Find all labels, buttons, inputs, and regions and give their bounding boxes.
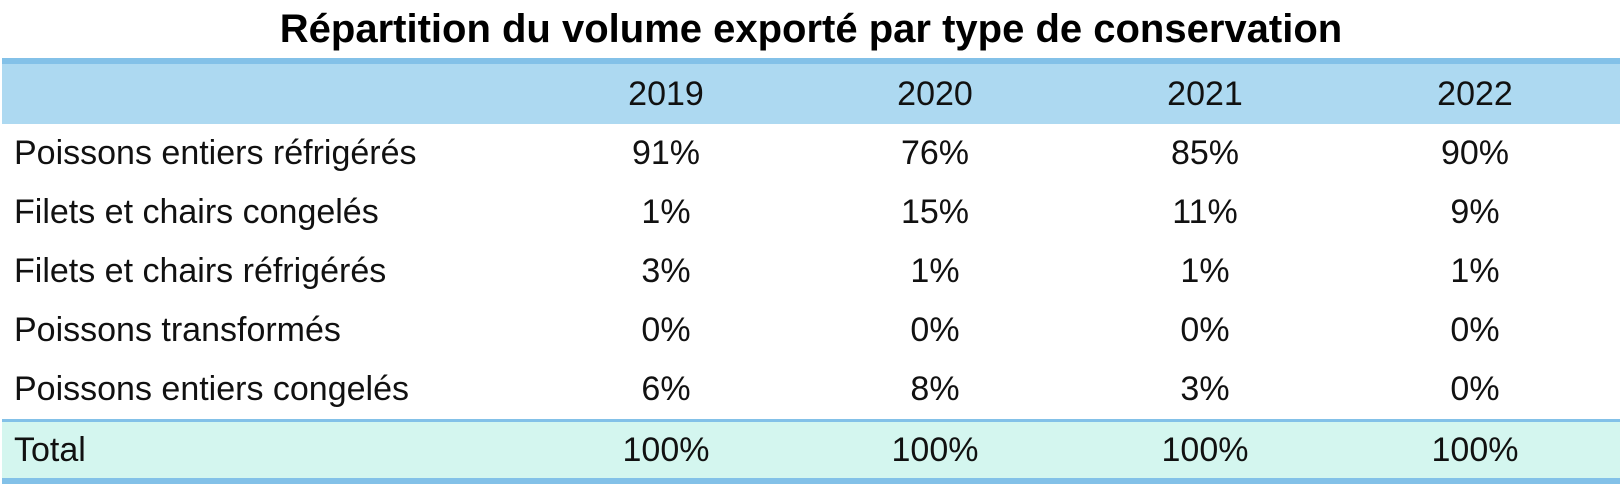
table-cell: 0% (641, 311, 691, 349)
row-label: Poissons entiers congelés (14, 370, 410, 408)
total-cell: 100% (1161, 430, 1249, 469)
total-cell: 100% (622, 430, 710, 469)
table-row: Filets et chairs réfrigérés 3% 1% 1% 1% (2, 242, 1620, 301)
column-header: 2021 (1167, 74, 1243, 113)
table-title: Répartition du volume exporté par type d… (279, 7, 1343, 51)
table-cell: 8% (910, 370, 960, 408)
table-cell: 85% (1170, 134, 1240, 172)
data-table: 2019 2020 2021 2022 Poissons entiers réf… (2, 58, 1620, 484)
table-cell: 3% (641, 252, 691, 290)
table-row: Filets et chairs congelés 1% 15% 11% 9% (2, 183, 1620, 242)
table-row: Poissons entiers réfrigérés 91% 76% 85% … (2, 124, 1620, 183)
row-label: Poissons entiers réfrigérés (14, 134, 417, 172)
table-cell: 90% (1440, 134, 1510, 172)
table-cell: 1% (1450, 252, 1500, 290)
table-cell: 1% (641, 193, 691, 231)
column-header: 2019 (628, 74, 704, 113)
table-cell: 0% (1180, 311, 1230, 349)
table-cell: 1% (1180, 252, 1230, 290)
total-cell: 100% (1431, 430, 1519, 469)
table-cell: 15% (900, 193, 970, 231)
table-cell: 76% (900, 134, 970, 172)
table-total-row: Total 100% 100% 100% 100% (2, 419, 1620, 484)
table-header-row: 2019 2020 2021 2022 (2, 58, 1620, 124)
table-cell: 3% (1180, 370, 1230, 408)
total-label: Total (14, 430, 86, 469)
column-header: 2022 (1437, 74, 1513, 113)
table-cell: 6% (641, 370, 691, 408)
column-header: 2020 (897, 74, 973, 113)
table-cell: 0% (1450, 370, 1500, 408)
table-row: Poissons transformés 0% 0% 0% 0% (2, 301, 1620, 360)
table-cell: 0% (910, 311, 960, 349)
table-cell: 1% (910, 252, 960, 290)
row-label: Filets et chairs réfrigérés (14, 252, 387, 290)
table-cell: 91% (631, 134, 701, 172)
table-cell: 9% (1450, 193, 1500, 231)
table-cell: 0% (1450, 311, 1500, 349)
table-row: Poissons entiers congelés 6% 8% 3% 0% (2, 360, 1620, 419)
table-cell: 11% (1172, 193, 1238, 231)
row-label: Poissons transformés (14, 311, 341, 349)
total-cell: 100% (891, 430, 979, 469)
row-label: Filets et chairs congelés (14, 193, 379, 231)
